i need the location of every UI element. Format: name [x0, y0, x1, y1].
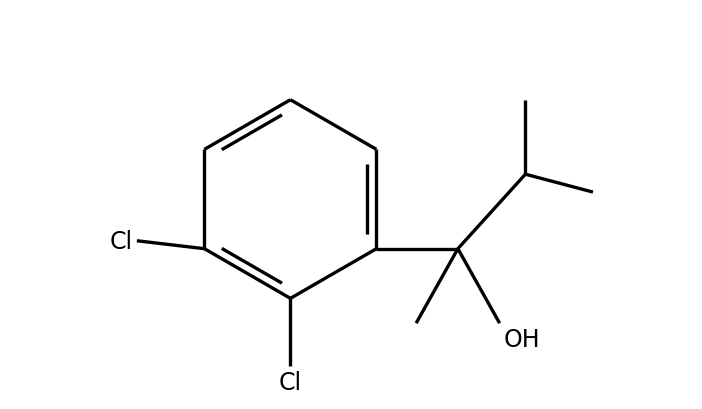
- Text: Cl: Cl: [110, 229, 133, 253]
- Text: Cl: Cl: [279, 370, 302, 394]
- Text: OH: OH: [503, 327, 540, 351]
